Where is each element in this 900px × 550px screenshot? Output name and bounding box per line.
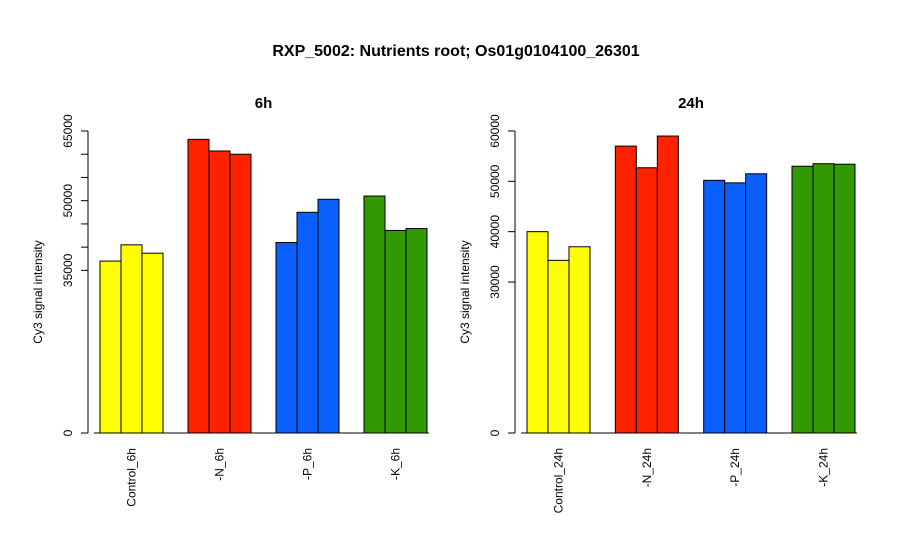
y-tick-label: 30000 [488,265,502,299]
category-label: -K_6h [389,448,403,480]
y-tick-label: 35000 [61,253,75,287]
bar [363,195,386,434]
y-tick-label: 50000 [488,164,502,198]
bar [141,252,164,434]
y-tick-label: 0 [488,429,502,436]
bar [99,260,122,434]
category-label: -N_6h [213,448,227,481]
bar [614,145,637,434]
panel-24h: 24h 0 30000 40000 50000 60000 Cy3 signal inten… [458,95,857,513]
bar [791,165,814,434]
bar [812,163,835,434]
bar [208,150,231,434]
bar [547,259,570,434]
figure-title: RXP_5002: Nutrients root; Os01g0104100_2… [272,43,639,60]
bar [317,198,340,434]
bar [703,179,726,434]
panel-6h: 6h 0 35000 50000 65000 Cy3 signal intensity Co… [31,95,429,507]
bar [384,229,407,434]
y-tick-label: 40000 [488,215,502,249]
panel-title: 6h [255,95,273,112]
bar [296,211,319,434]
bar [120,244,143,434]
bar [724,182,747,434]
y-tick-label: 60000 [488,114,502,148]
category-label: -N_24h [640,448,654,487]
bar [187,138,210,434]
bar [405,228,428,434]
bar [656,135,679,434]
category-label: -P_6h [301,448,315,480]
bar [526,231,549,434]
bar [568,246,591,434]
bar [833,163,856,434]
category-label: -K_24h [817,448,831,487]
y-tick-label: 65000 [61,114,75,148]
y-tick-label: 0 [61,429,75,436]
y-tick-label: 50000 [61,184,75,218]
bar [635,167,658,434]
panel-title: 24h [678,95,704,112]
category-label: Control_24h [552,448,566,513]
y-axis-label: Cy3 signal intensity [31,240,45,343]
bar [229,153,252,434]
category-label: -P_24h [728,448,742,487]
bar [745,173,768,434]
category-label: Control_6h [125,448,139,507]
y-axis-label: Cy3 signal intensity [458,240,472,343]
bar [275,242,298,434]
